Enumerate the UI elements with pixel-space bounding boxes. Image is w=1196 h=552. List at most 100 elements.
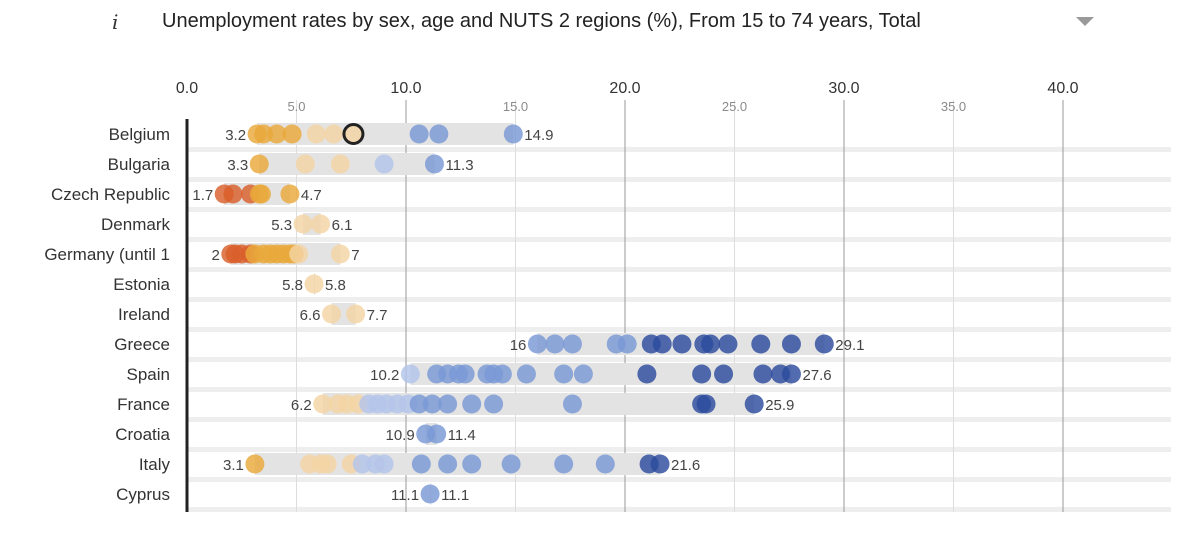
data-point[interactable]: [462, 394, 482, 414]
data-point[interactable]: [409, 124, 429, 144]
data-point[interactable]: [322, 304, 342, 324]
x-major-tick-label: 40.0: [1047, 80, 1078, 97]
x-minor-tick-label: 25.0: [722, 99, 747, 114]
data-point[interactable]: [352, 454, 372, 474]
data-point[interactable]: [744, 394, 764, 414]
data-point[interactable]: [311, 214, 331, 234]
data-point[interactable]: [429, 124, 449, 144]
max-value-label: 14.9: [524, 127, 553, 144]
data-point[interactable]: [324, 124, 344, 144]
country-label: Belgium: [109, 125, 170, 144]
data-point[interactable]: [573, 364, 593, 384]
data-point[interactable]: [714, 364, 734, 384]
data-point[interactable]: [346, 304, 366, 324]
data-point[interactable]: [696, 394, 716, 414]
data-point[interactable]: [484, 394, 504, 414]
data-point[interactable]: [280, 184, 300, 204]
data-point[interactable]: [254, 124, 274, 144]
data-point[interactable]: [409, 394, 429, 414]
x-minor-tick-label: 15.0: [503, 99, 528, 114]
highlighted-data-point[interactable]: [342, 123, 365, 145]
country-label: Italy: [139, 455, 171, 474]
data-point[interactable]: [650, 454, 670, 474]
data-point[interactable]: [411, 454, 431, 474]
data-point[interactable]: [330, 154, 350, 174]
row-separator: [187, 417, 1171, 422]
country-label: Denmark: [101, 215, 170, 234]
data-point[interactable]: [751, 334, 771, 354]
data-point[interactable]: [330, 244, 350, 264]
min-value-label: 5.8: [282, 277, 303, 294]
data-point[interactable]: [781, 364, 801, 384]
data-point[interactable]: [700, 334, 720, 354]
country-label: Greece: [114, 335, 170, 354]
data-point[interactable]: [503, 124, 523, 144]
data-point[interactable]: [652, 334, 672, 354]
min-value-label: 6.6: [300, 307, 321, 324]
data-point[interactable]: [814, 334, 834, 354]
data-point[interactable]: [251, 184, 271, 204]
data-point[interactable]: [295, 154, 315, 174]
data-point[interactable]: [438, 454, 458, 474]
data-point[interactable]: [562, 334, 582, 354]
data-point[interactable]: [753, 364, 773, 384]
data-point[interactable]: [289, 244, 309, 264]
data-point[interactable]: [501, 454, 521, 474]
data-point[interactable]: [554, 454, 574, 474]
data-point[interactable]: [420, 484, 440, 504]
data-point[interactable]: [223, 184, 243, 204]
row-separator: [187, 357, 1171, 362]
data-point[interactable]: [527, 334, 547, 354]
data-point[interactable]: [313, 394, 333, 414]
x-major-tick-label: 30.0: [828, 80, 859, 97]
data-point[interactable]: [455, 364, 475, 384]
x-major-tick-label: 10.0: [390, 80, 421, 97]
data-point[interactable]: [562, 394, 582, 414]
data-point[interactable]: [554, 364, 574, 384]
data-point[interactable]: [492, 364, 512, 384]
country-label: Cyprus: [116, 485, 170, 504]
x-major-tick-label: 0.0: [176, 80, 198, 97]
max-value-label: 27.6: [802, 367, 831, 384]
country-label: Croatia: [115, 425, 170, 444]
data-point[interactable]: [306, 124, 326, 144]
max-value-label: 7.7: [367, 307, 388, 324]
country-label: Bulgaria: [108, 155, 171, 174]
data-point[interactable]: [781, 334, 801, 354]
data-point[interactable]: [595, 454, 615, 474]
data-point[interactable]: [374, 154, 394, 174]
data-point[interactable]: [422, 394, 442, 414]
row-separator: [187, 177, 1171, 182]
max-value-label: 7: [351, 247, 359, 264]
data-point[interactable]: [293, 214, 313, 234]
max-value-label: 21.6: [671, 457, 700, 474]
data-point[interactable]: [718, 334, 738, 354]
data-point[interactable]: [249, 154, 269, 174]
chart-title: Unemployment rates by sex, age and NUTS …: [162, 10, 921, 32]
min-value-label: 2: [211, 247, 219, 264]
data-point[interactable]: [692, 364, 712, 384]
data-point[interactable]: [374, 454, 394, 474]
data-point[interactable]: [427, 424, 447, 444]
dropdown-arrow-icon[interactable]: [1076, 17, 1094, 26]
data-point[interactable]: [424, 154, 444, 174]
data-point[interactable]: [400, 364, 420, 384]
data-point[interactable]: [267, 124, 287, 144]
country-label: Germany (until 1: [44, 245, 170, 264]
data-point[interactable]: [304, 274, 324, 294]
min-value-label: 11.1: [391, 487, 419, 504]
data-point[interactable]: [245, 454, 265, 474]
data-point[interactable]: [672, 334, 692, 354]
data-point[interactable]: [637, 364, 657, 384]
data-point[interactable]: [462, 454, 482, 474]
data-point[interactable]: [438, 394, 458, 414]
max-value-label: 11.3: [445, 157, 473, 174]
data-point[interactable]: [282, 124, 302, 144]
data-point[interactable]: [516, 364, 536, 384]
data-point[interactable]: [617, 334, 637, 354]
info-icon[interactable]: i: [112, 10, 119, 34]
max-value-label: 11.4: [448, 427, 476, 444]
data-point[interactable]: [545, 334, 565, 354]
data-point[interactable]: [317, 454, 337, 474]
row-separator: [187, 477, 1171, 482]
